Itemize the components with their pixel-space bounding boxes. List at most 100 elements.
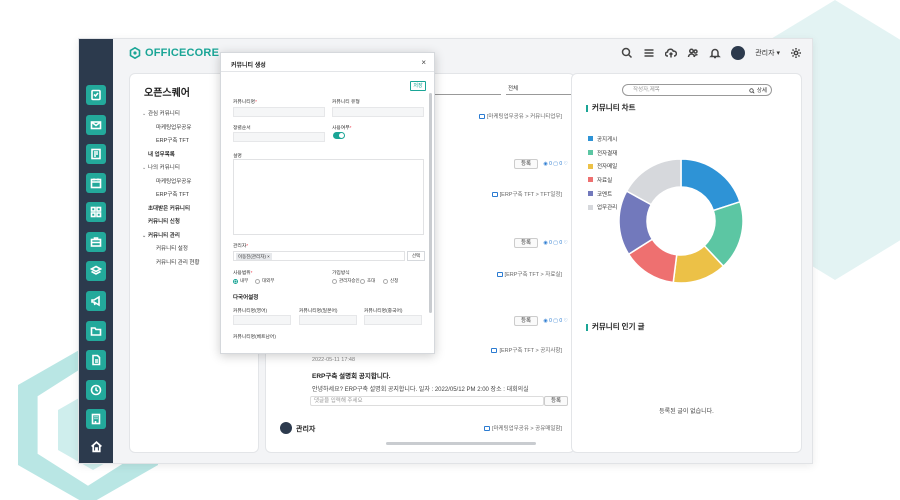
register-button[interactable]: 등록 xyxy=(514,159,538,169)
home-icon[interactable] xyxy=(87,437,105,455)
document-icon[interactable] xyxy=(86,350,106,370)
legend-swatch xyxy=(588,136,593,142)
join-radio-approval[interactable]: 관리자승인 xyxy=(332,278,360,284)
avatar[interactable] xyxy=(731,46,746,60)
label-text: 사용여부 xyxy=(332,126,350,131)
gear-icon[interactable] xyxy=(790,47,802,59)
i18n-field-en[interactable] xyxy=(233,315,291,325)
layers-icon[interactable] xyxy=(86,261,106,281)
post-stats: ◉ 0 ▢ 0 ♡ xyxy=(543,240,568,246)
sidebar-item-erp-2[interactable]: ERP구축 TFT xyxy=(142,189,254,203)
select-button[interactable]: 선택 xyxy=(407,251,425,261)
chevron-down-icon: ⌄ xyxy=(142,165,147,171)
use-toggle[interactable] xyxy=(333,132,345,139)
post-breadcrumb[interactable]: [마케팅업무공유 > 공유매일함] xyxy=(483,424,562,432)
i18n-field-ja[interactable] xyxy=(299,315,357,325)
sidebar-tree: ⌄ 관심 커뮤니티 마케팅업무공유 ERP구축 TFT 내 업무목록 ⌄ 나의 커뮤… xyxy=(142,108,254,270)
register-button[interactable]: 등록 xyxy=(544,396,568,406)
legend-swatch xyxy=(588,150,593,156)
sidebar-item-apply[interactable]: 커뮤니티 신청 xyxy=(142,216,254,230)
list-icon[interactable] xyxy=(643,47,655,59)
post-breadcrumb[interactable]: [ERP구축 TFT > 자료실] xyxy=(496,270,562,278)
sidebar-item-favorites[interactable]: ⌄ 관심 커뮤니티 xyxy=(142,108,254,122)
close-icon[interactable]: × xyxy=(421,58,426,67)
sidebar-item-status[interactable]: 커뮤니티 관리 현황 xyxy=(142,257,254,271)
post-date: 2022-05-11 17:48 xyxy=(312,357,356,363)
sidebar-item-invited[interactable]: 초대받은 커뮤니티 xyxy=(142,203,254,217)
save-button[interactable]: 저장 xyxy=(410,81,426,91)
cloud-upload-icon[interactable] xyxy=(665,47,678,59)
donut-slice-1[interactable] xyxy=(680,158,741,212)
admin-field[interactable]: 이동진(관리자) × xyxy=(233,251,405,261)
search-detail-button[interactable]: 상세 xyxy=(749,86,767,96)
range-label: 사용범위* xyxy=(233,271,253,276)
description-textarea[interactable] xyxy=(233,159,424,235)
range-radio-external[interactable]: 대외부 xyxy=(255,278,274,284)
sidebar-item-marketing-2[interactable]: 마케팅업무공유 xyxy=(142,176,254,190)
sidebar-item-settings[interactable]: 커뮤니티 설정 xyxy=(142,243,254,257)
building-icon[interactable] xyxy=(86,409,106,429)
filter-select-2[interactable]: 전체⌄ xyxy=(506,84,574,95)
radio-dot xyxy=(360,278,365,284)
sidebar-item-label: 내 업무목록 xyxy=(148,151,175,158)
horizontal-scrollbar[interactable] xyxy=(386,442,536,445)
search-input[interactable]: 작성자,제목 상세 xyxy=(622,84,772,96)
legend-swatch xyxy=(588,204,593,210)
board-icon[interactable] xyxy=(86,144,106,164)
donut-slice-6[interactable] xyxy=(625,158,682,206)
name-label: 커뮤니티명* xyxy=(233,100,257,105)
use-label: 사용여부* xyxy=(332,126,352,131)
post-title[interactable]: ERP구축 설명회 공지합니다. xyxy=(312,373,391,380)
join-radio-invite[interactable]: 초대 xyxy=(360,278,375,284)
type-field[interactable] xyxy=(332,107,424,117)
range-radio-internal[interactable]: 내부 xyxy=(233,278,248,284)
chevron-down-icon: ⌄ xyxy=(142,232,147,239)
search-icon[interactable] xyxy=(621,47,633,59)
user-menu[interactable]: 관리자 ▾ xyxy=(755,50,780,57)
megaphone-icon[interactable] xyxy=(86,291,106,311)
calendar-icon[interactable] xyxy=(86,173,106,193)
modal-title: 커뮤니티 생성 xyxy=(231,63,266,69)
legend-label: 자료실 xyxy=(597,177,613,184)
legend-item: 업무관리 xyxy=(588,200,617,214)
create-community-modal: 커뮤니티 생성 × 저장 커뮤니티명* 커뮤니티 유형 정렬순서 사용여부* 설… xyxy=(220,52,435,354)
sidebar-item-marketing[interactable]: 마케팅업무공유 xyxy=(142,122,254,136)
post-author: 관리자 xyxy=(296,426,316,433)
register-button[interactable]: 등록 xyxy=(514,316,538,326)
mail-icon[interactable] xyxy=(86,115,106,135)
register-button[interactable]: 등록 xyxy=(514,238,538,248)
sidebar-item-erp[interactable]: ERP구축 TFT xyxy=(142,135,254,149)
top-actions: 관리자 ▾ xyxy=(621,46,802,60)
clock-icon[interactable] xyxy=(86,380,106,400)
sidebar-item-manage[interactable]: ⌄ 커뮤니티 관리 xyxy=(142,230,254,244)
modal-scrollbar[interactable] xyxy=(429,93,432,313)
comment-input[interactable]: 댓글을 입력해 주세요 xyxy=(310,396,544,406)
mail-icon xyxy=(483,426,490,432)
i18n-field-zh[interactable] xyxy=(364,315,422,325)
people-icon[interactable] xyxy=(687,47,699,59)
folder-icon[interactable] xyxy=(86,321,106,341)
apps-icon[interactable] xyxy=(86,202,106,222)
post-breadcrumb[interactable]: [ERP구축 TFT > TFT일정] xyxy=(491,190,562,198)
name-field[interactable] xyxy=(233,107,325,117)
search-button-label: 상세 xyxy=(756,88,767,94)
breadcrumb-text: [마케팅업무공유 > 커뮤니티업무] xyxy=(486,114,562,120)
approval-icon[interactable] xyxy=(86,85,106,105)
join-radio-apply[interactable]: 신청 xyxy=(383,278,398,284)
sidebar-item-my-community[interactable]: ⌄ 나의 커뮤니티 xyxy=(142,162,254,176)
label-text: 관리자 xyxy=(233,244,247,249)
sidebar-item-label: 커뮤니티 관리 현황 xyxy=(156,259,200,266)
logo[interactable]: OFFICECORE xyxy=(129,47,219,59)
post-breadcrumb[interactable]: [마케팅업무공유 > 커뮤니티업무] xyxy=(478,112,562,120)
radio-label: 신청 xyxy=(390,278,399,283)
legend-label: 전자메일 xyxy=(597,164,618,171)
filter-select-1[interactable] xyxy=(431,84,501,95)
legend-item: 코멘트 xyxy=(588,187,617,201)
bell-icon[interactable] xyxy=(709,47,722,59)
briefcase-icon[interactable] xyxy=(86,232,106,252)
post-breadcrumb[interactable]: [ERP구축 TFT > 공지사항] xyxy=(491,346,562,354)
admin-tag[interactable]: 이동진(관리자) × xyxy=(236,253,272,260)
sidebar-item-my-tasks[interactable]: 내 업무목록 xyxy=(142,149,254,163)
order-field[interactable] xyxy=(233,132,325,142)
radio-dot xyxy=(233,278,238,284)
